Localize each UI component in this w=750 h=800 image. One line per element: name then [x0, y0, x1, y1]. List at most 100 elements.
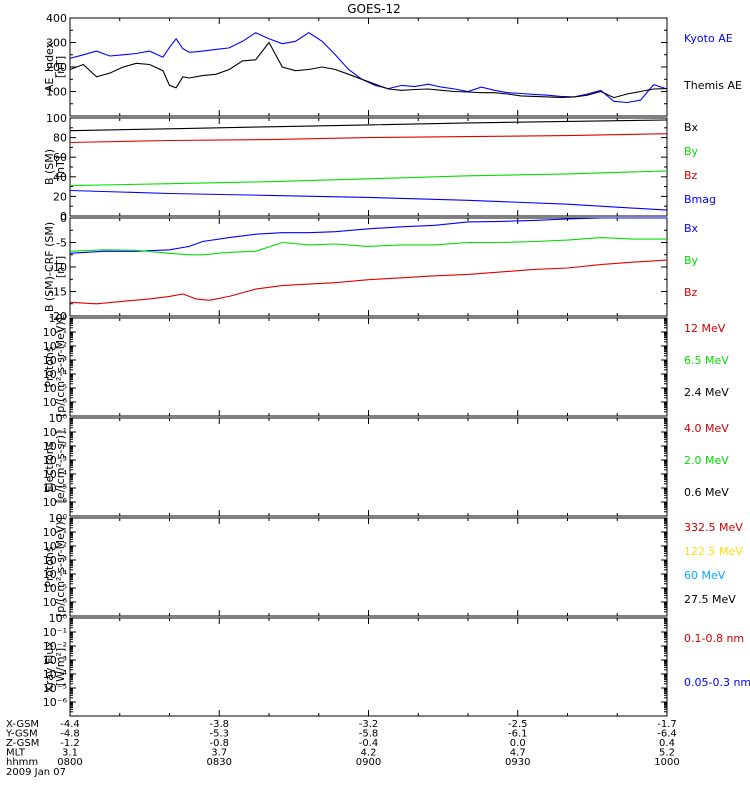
series-line-bx: [69, 119, 668, 132]
y-tick-label: 10⁻⁵: [43, 482, 67, 495]
legend-entry: By: [684, 254, 699, 267]
y-tick-label: 10⁰: [49, 312, 68, 325]
y-tick-label: 10⁻³: [43, 354, 67, 367]
y-tick-label: 400: [46, 12, 67, 25]
y-tick-label: 20: [53, 190, 67, 203]
y-axis-unit-label: [nT]: [54, 156, 67, 178]
y-tick-label: 300: [46, 37, 67, 50]
legend-entry: 2.0 MeV: [684, 454, 729, 467]
x-axis-value: -5.8: [359, 729, 379, 740]
x-axis-value: -2.5: [508, 719, 528, 730]
y-tick-label: 80: [53, 132, 67, 145]
y-tick-label: 10⁻³: [43, 554, 67, 567]
panel-b_sm_minus_crf: B (SM)-CRF (SM)[nT] -20 -15 -10 -5 0 Bx By Bz: [43, 212, 699, 323]
y-tick-label: -5: [56, 237, 67, 250]
series-line-by: [69, 237, 667, 256]
y-tick-label: 10⁻¹: [43, 426, 67, 439]
legend-entry: 12 MeV: [684, 322, 726, 335]
x-axis-value: 0.4: [659, 738, 675, 749]
panel-protons_2: Protons[p/(cm²-s-sr-MeV)]10⁻⁶10⁻⁵10⁻⁴10⁻…: [43, 512, 743, 617]
y-tick-label: 10⁻³: [43, 654, 67, 667]
x-axis-value: -6.1: [508, 729, 528, 740]
x-axis-row-label: MLT: [6, 748, 26, 759]
panel-xray: Xray Flux[W/m²] 10⁻⁶10⁻⁵10⁻⁴10⁻³10⁻²10⁻¹1…: [43, 612, 750, 717]
legend-entry: Themis AE: [683, 79, 742, 92]
y-tick-label: 10⁻²: [43, 340, 67, 353]
x-axis-value: -4.4: [60, 719, 80, 730]
y-tick-label: 100: [46, 112, 67, 125]
legend-entry: 332.5 MeV: [684, 521, 743, 534]
y-tick-label: 40: [53, 171, 67, 184]
y-axis-label: Xray Flux: [43, 641, 56, 693]
series-line-kyoto-ae: [69, 32, 668, 104]
y-tick-label: 10⁻⁵: [43, 382, 67, 395]
panel-frame: [69, 117, 668, 217]
figure-title: GOES-12: [347, 2, 401, 16]
x-axis-value: 0800: [57, 757, 82, 768]
x-axis-date: 2009 Jan 07: [6, 767, 66, 778]
x-axis-value: 0930: [505, 757, 530, 768]
y-tick-label: 10⁻⁴: [43, 468, 68, 481]
legend-entry: Kyoto AE: [684, 32, 733, 45]
y-tick-label: 200: [46, 61, 67, 74]
x-axis-value: 0900: [356, 757, 381, 768]
y-axis-label: Protons: [43, 346, 56, 387]
y-tick-label: 10⁻¹: [43, 626, 67, 639]
legend-entry: 0.05-0.3 nm: [684, 676, 750, 689]
y-tick-label: 10⁰: [49, 412, 68, 425]
y-tick-label: -20: [49, 310, 67, 323]
y-tick-label: 10⁻⁵: [43, 582, 67, 595]
panel-frame: [69, 17, 668, 117]
y-axis-label: AE_Index: [43, 41, 56, 92]
y-tick-label: 10⁻⁶: [43, 496, 68, 509]
x-axis-value: 0.0: [510, 738, 526, 749]
y-tick-label: -15: [49, 286, 67, 299]
series-line-by: [69, 170, 668, 187]
x-axis-value: -6.4: [657, 729, 677, 740]
panel-frame: [69, 417, 668, 517]
legend-entry: 2.4 MeV: [684, 386, 729, 399]
y-tick-label: 60: [53, 151, 67, 164]
y-tick-label: 10⁻¹: [43, 526, 67, 539]
y-tick-label: 10⁻³: [43, 454, 67, 467]
x-axis-value: -1.2: [60, 738, 80, 749]
panel-frame: [69, 617, 668, 717]
y-tick-label: 0: [60, 210, 67, 223]
x-axis-value: 3.7: [211, 748, 227, 759]
y-tick-label: 10⁻²: [43, 440, 67, 453]
y-tick-label: 100: [46, 86, 67, 99]
panel-ae_index: AE_Index[nT] 100 200 300 400 Kyoto AE Themis A…: [43, 12, 742, 117]
series-line-bx: [69, 217, 667, 254]
legend-entry: Bz: [684, 286, 698, 299]
legend-entry: Bx: [684, 222, 699, 235]
panel-electrons: Electrons[e/(cm²-s-sr)]10⁻⁶10⁻⁵10⁻⁴10⁻³1…: [43, 412, 729, 517]
y-tick-label: 10⁻⁴: [43, 568, 68, 581]
series-line-themis-ae: [69, 41, 668, 99]
y-axis-unit-label: [p/(cm²-s-sr-MeV)]: [54, 317, 67, 417]
legend-entry: 27.5 MeV: [684, 593, 736, 606]
x-axis-value: -1.7: [657, 719, 677, 730]
x-axis-value: -3.8: [209, 719, 229, 730]
x-axis-value: 1000: [654, 757, 679, 768]
legend-entry: Bmag: [684, 193, 716, 206]
x-axis-row-label: hhmm: [6, 757, 38, 768]
y-tick-label: 10⁻⁶: [43, 596, 68, 609]
x-axis-value: 0830: [207, 757, 232, 768]
y-axis-unit-label: [nT]: [54, 256, 67, 278]
panel-b_sm: B (SM)[nT] 0 20 40 60 80 100 Bx By Bz Bmag: [43, 112, 716, 223]
x-axis-value: -0.4: [359, 738, 379, 749]
y-axis-unit-label: [e/(cm²-s-sr)]: [54, 431, 67, 504]
y-tick-label: -10: [49, 261, 67, 274]
y-tick-label: 10⁻²: [43, 540, 67, 553]
x-axis-value: -5.3: [209, 729, 229, 740]
x-axis-row-label: Z-GSM: [6, 738, 39, 749]
y-axis-label: B (SM)-CRF (SM): [43, 222, 56, 312]
y-axis-label: B (SM): [43, 149, 56, 185]
legend-entry: 0.6 MeV: [684, 486, 729, 499]
y-axis-unit-label: [W/m²]: [54, 648, 67, 686]
series-line-bmag: [69, 189, 668, 211]
legend-entry: Bx: [684, 121, 699, 134]
legend-entry: By: [684, 145, 699, 158]
x-axis-annotation: X-GSM -4.4 -3.8 -3.2 -2.5 -1.7 Y-GSM -4.8 -5.3 -5…: [5, 719, 680, 778]
